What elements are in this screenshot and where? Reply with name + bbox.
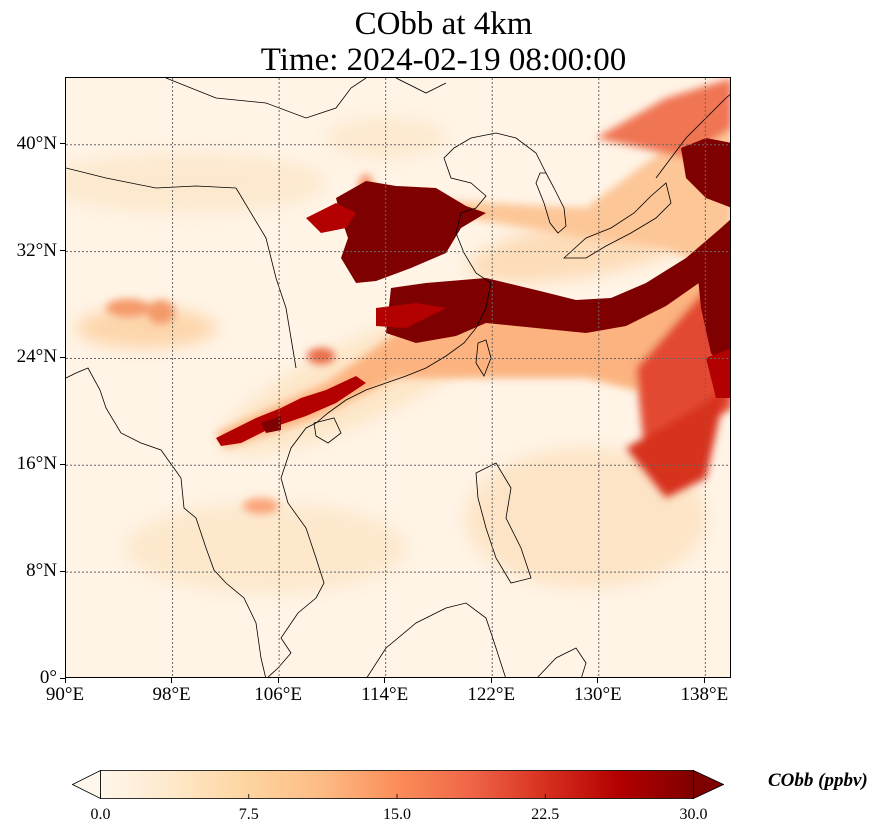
colorbar-extend-low [72, 770, 101, 800]
lat-tick-mark [60, 677, 65, 679]
lon-tick-mark [171, 678, 173, 683]
lat-tick-label: 40°N [16, 132, 57, 154]
colorbar-tick-label: 7.5 [238, 806, 259, 823]
map-time: Time: 2024-02-19 08:00:00 [260, 42, 627, 78]
lat-tick-label: 8°N [26, 560, 57, 582]
lon-tick-label: 106°E [254, 684, 302, 705]
map-title: CObb at 4km [354, 6, 533, 42]
lon-tick-label: 122°E [467, 684, 516, 705]
colorbar [72, 770, 724, 800]
lon-tick-mark [384, 678, 386, 683]
map-panel [65, 77, 731, 678]
lon-tick-mark [277, 678, 279, 683]
colorbar-extend-high [693, 770, 724, 800]
lon-tick-label: 114°E [361, 684, 409, 705]
lat-tick-mark [60, 250, 65, 252]
colorbar-tick-label: 0.0 [90, 806, 111, 823]
coastlines [66, 78, 730, 677]
lat-tick-label: 0° [39, 667, 57, 688]
map-canvas [66, 78, 730, 677]
colorbar-tick-label: 30.0 [679, 806, 708, 823]
lon-tick-label: 90°E [45, 684, 85, 705]
lat-tick-label: 24°N [16, 346, 57, 368]
lon-tick-label: 130°E [573, 684, 622, 705]
lat-tick-mark [60, 143, 65, 145]
lon-tick-mark [703, 678, 705, 683]
colorbar-gradient [100, 770, 694, 799]
colorbar-tick-label: 15.0 [383, 806, 411, 823]
lon-tick-mark [64, 678, 66, 683]
lat-tick-mark [60, 463, 65, 465]
lon-tick-label: 138°E [680, 684, 729, 705]
colorbar-tick-label: 22.5 [531, 806, 560, 823]
lat-tick-mark [60, 356, 65, 358]
lon-tick-label: 98°E [152, 684, 191, 705]
lon-tick-mark [597, 678, 599, 683]
lat-tick-label: 32°N [16, 239, 57, 261]
colorbar-title: CObb (ppbv) [768, 770, 868, 791]
lat-tick-mark [60, 570, 65, 572]
lat-tick-label: 16°N [16, 453, 57, 475]
plume-core [216, 138, 730, 446]
gridlines [66, 78, 730, 677]
lon-tick-mark [490, 678, 492, 683]
